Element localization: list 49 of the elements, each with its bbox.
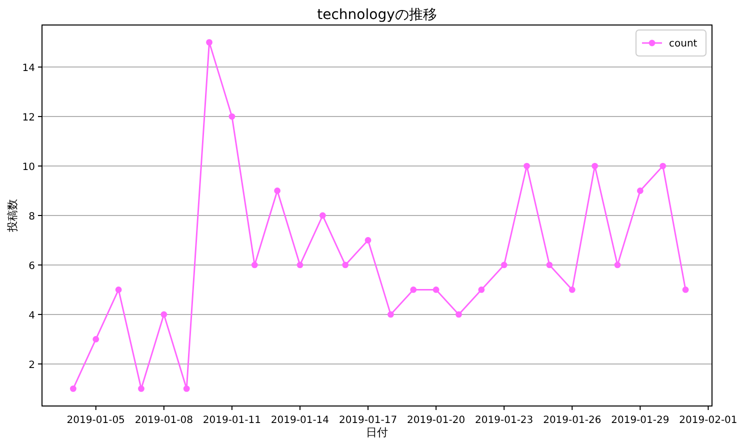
point bbox=[115, 286, 122, 293]
point bbox=[251, 262, 258, 268]
point bbox=[456, 311, 462, 318]
point bbox=[70, 385, 76, 392]
x-tick-label: 2019-01-14 bbox=[270, 415, 330, 426]
point bbox=[364, 237, 372, 244]
point bbox=[478, 286, 485, 293]
point bbox=[228, 113, 236, 120]
point bbox=[388, 311, 394, 318]
y-tick-label: 10 bbox=[22, 162, 35, 174]
y-tick-label: 8 bbox=[28, 212, 35, 222]
y-tick-label: 4 bbox=[28, 310, 35, 322]
point bbox=[319, 212, 326, 219]
point bbox=[410, 286, 417, 293]
y-axis-title: 投稿数 bbox=[6, 199, 19, 233]
x-tick-label: 2019-01-08 bbox=[134, 415, 193, 426]
x-tick-label: 2019-01-05 bbox=[66, 415, 125, 426]
point bbox=[92, 336, 100, 342]
point bbox=[206, 39, 212, 46]
point bbox=[296, 262, 304, 268]
chart-title: technologyの推移 bbox=[317, 7, 437, 23]
x-tick-label: 2019-01-23 bbox=[475, 415, 534, 426]
x-tick-label: 2019-01-26 bbox=[543, 415, 602, 426]
point bbox=[183, 385, 190, 392]
point bbox=[546, 262, 553, 268]
y-tick-label: 2 bbox=[28, 360, 35, 371]
point bbox=[432, 286, 440, 293]
point bbox=[636, 188, 644, 194]
x-tick-label: 2019-01-17 bbox=[338, 415, 398, 426]
x-axis-title: 日付 bbox=[366, 426, 388, 439]
point bbox=[500, 262, 508, 268]
point bbox=[592, 162, 598, 170]
point bbox=[274, 188, 281, 194]
legend-label: count bbox=[669, 38, 698, 50]
y-tick-label: 6 bbox=[28, 260, 35, 272]
y-tick-label: 14 bbox=[22, 63, 35, 74]
point bbox=[138, 385, 144, 392]
x-tick-label: 2019-01-11 bbox=[202, 415, 262, 426]
point bbox=[682, 286, 689, 293]
point bbox=[660, 162, 666, 170]
point bbox=[614, 262, 621, 268]
x-tick-label: 2019-02-01 bbox=[679, 415, 738, 426]
point bbox=[160, 311, 168, 318]
x-tick-label: 2019-01-20 bbox=[407, 415, 466, 426]
point bbox=[342, 262, 349, 268]
x-tick-label: 2019-01-29 bbox=[611, 415, 670, 426]
point bbox=[568, 286, 576, 293]
point bbox=[524, 162, 530, 170]
y-tick-label: 12 bbox=[22, 112, 35, 124]
